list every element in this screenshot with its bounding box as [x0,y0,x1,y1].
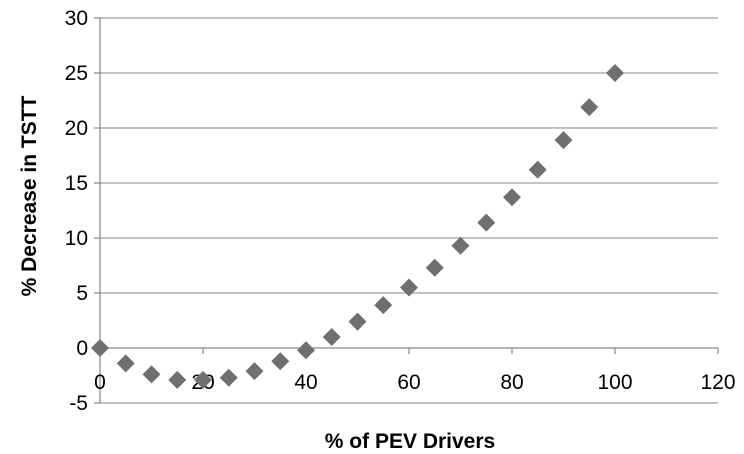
data-point [349,313,367,331]
axes [100,18,718,403]
data-point [503,188,521,206]
x-axis-ticks: 020406080100120 [94,348,735,394]
y-tick-label: 25 [65,62,88,85]
data-point [555,131,573,149]
data-point [297,341,315,359]
data-point [529,161,547,179]
data-point [606,64,624,82]
y-tick-label: 20 [65,117,88,140]
x-tick-label: 120 [700,371,735,394]
data-point [374,296,392,314]
data-point [323,328,341,346]
data-points [91,64,624,389]
y-axis-title: % Decrease in TSTT [18,95,41,296]
y-tick-label: 15 [65,172,88,195]
data-point [143,365,161,383]
data-point [271,352,289,370]
y-tick-label: 10 [65,227,88,250]
y-tick-label: 0 [76,337,88,360]
y-tick-label: 30 [65,7,88,30]
data-point [426,259,444,277]
data-point [477,214,495,232]
x-tick-label: 60 [397,371,420,394]
x-tick-label: 40 [294,371,317,394]
data-point [168,371,186,389]
data-point [220,369,238,387]
data-point [580,98,598,116]
data-point [117,354,135,372]
data-point [246,362,264,380]
x-tick-label: 80 [500,371,523,394]
data-point [400,279,418,297]
gridlines [100,18,718,403]
data-point [91,339,109,357]
x-tick-label: 100 [597,371,632,394]
data-point [452,237,470,255]
y-tick-label: -5 [69,392,88,415]
y-axis-ticks: 30 25 20 15 10 5 0 -5 [65,7,100,415]
x-tick-label: 0 [94,371,106,394]
y-tick-label: 5 [76,282,88,305]
x-axis-title: % of PEV Drivers [325,430,495,453]
